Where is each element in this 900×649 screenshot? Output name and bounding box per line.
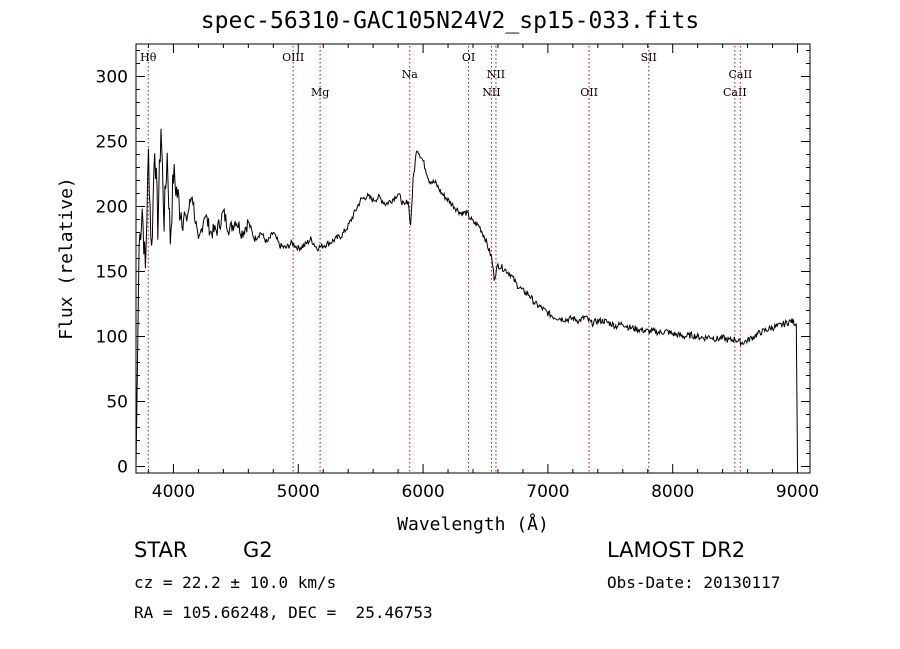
obs-date: Obs-Date: 20130117 — [607, 573, 781, 592]
x-tick-label: 6000 — [401, 482, 444, 502]
spectral-line-label: NII — [482, 86, 500, 99]
y-tick-label: 200 — [96, 198, 128, 218]
spectrum-line — [135, 128, 798, 467]
y-tick-label: 0 — [117, 458, 128, 478]
object-subclass: G2 — [243, 538, 273, 562]
spectral-line-label: Mg — [311, 86, 329, 99]
y-tick-label: 150 — [96, 263, 128, 283]
x-tick-label: 5000 — [277, 482, 320, 502]
redshift-cz: cz = 22.2 ± 10.0 km/s — [134, 573, 337, 592]
spectral-line-label: Na — [402, 68, 419, 81]
x-tick-label: 7000 — [526, 482, 569, 502]
y-tick-label: 100 — [96, 328, 128, 348]
coordinates: RA = 105.66248, DEC = 25.46753 — [134, 603, 433, 622]
plot-frame — [135, 43, 811, 474]
x-axis-label: Wavelength (Å) — [397, 513, 549, 535]
x-tick-label: 4000 — [152, 482, 195, 502]
spectral-line-label: OII — [580, 86, 598, 99]
object-class: STAR — [134, 538, 188, 562]
spectral-line-label: OIII — [282, 51, 304, 64]
spectral-line-label: CaII — [723, 86, 747, 99]
spectral-line-label: CaII — [729, 68, 753, 81]
x-tick-label: 9000 — [776, 482, 819, 502]
y-tick-label: 250 — [96, 133, 128, 153]
y-tick-label: 300 — [96, 68, 128, 88]
survey-label: LAMOST DR2 — [607, 538, 746, 562]
y-axis-label: Flux (relative) — [56, 177, 77, 340]
spectral-line-label: Hθ — [140, 51, 157, 64]
y-tick-label: 50 — [106, 393, 128, 413]
spectral-line-label: SII — [641, 51, 657, 64]
spectral-line-label: OI — [462, 51, 475, 64]
chart-title: spec-56310-GAC105N24V2_sp15-033.fits — [200, 8, 700, 34]
x-tick-label: 8000 — [651, 482, 694, 502]
spectral-line-label: NII — [487, 68, 505, 81]
